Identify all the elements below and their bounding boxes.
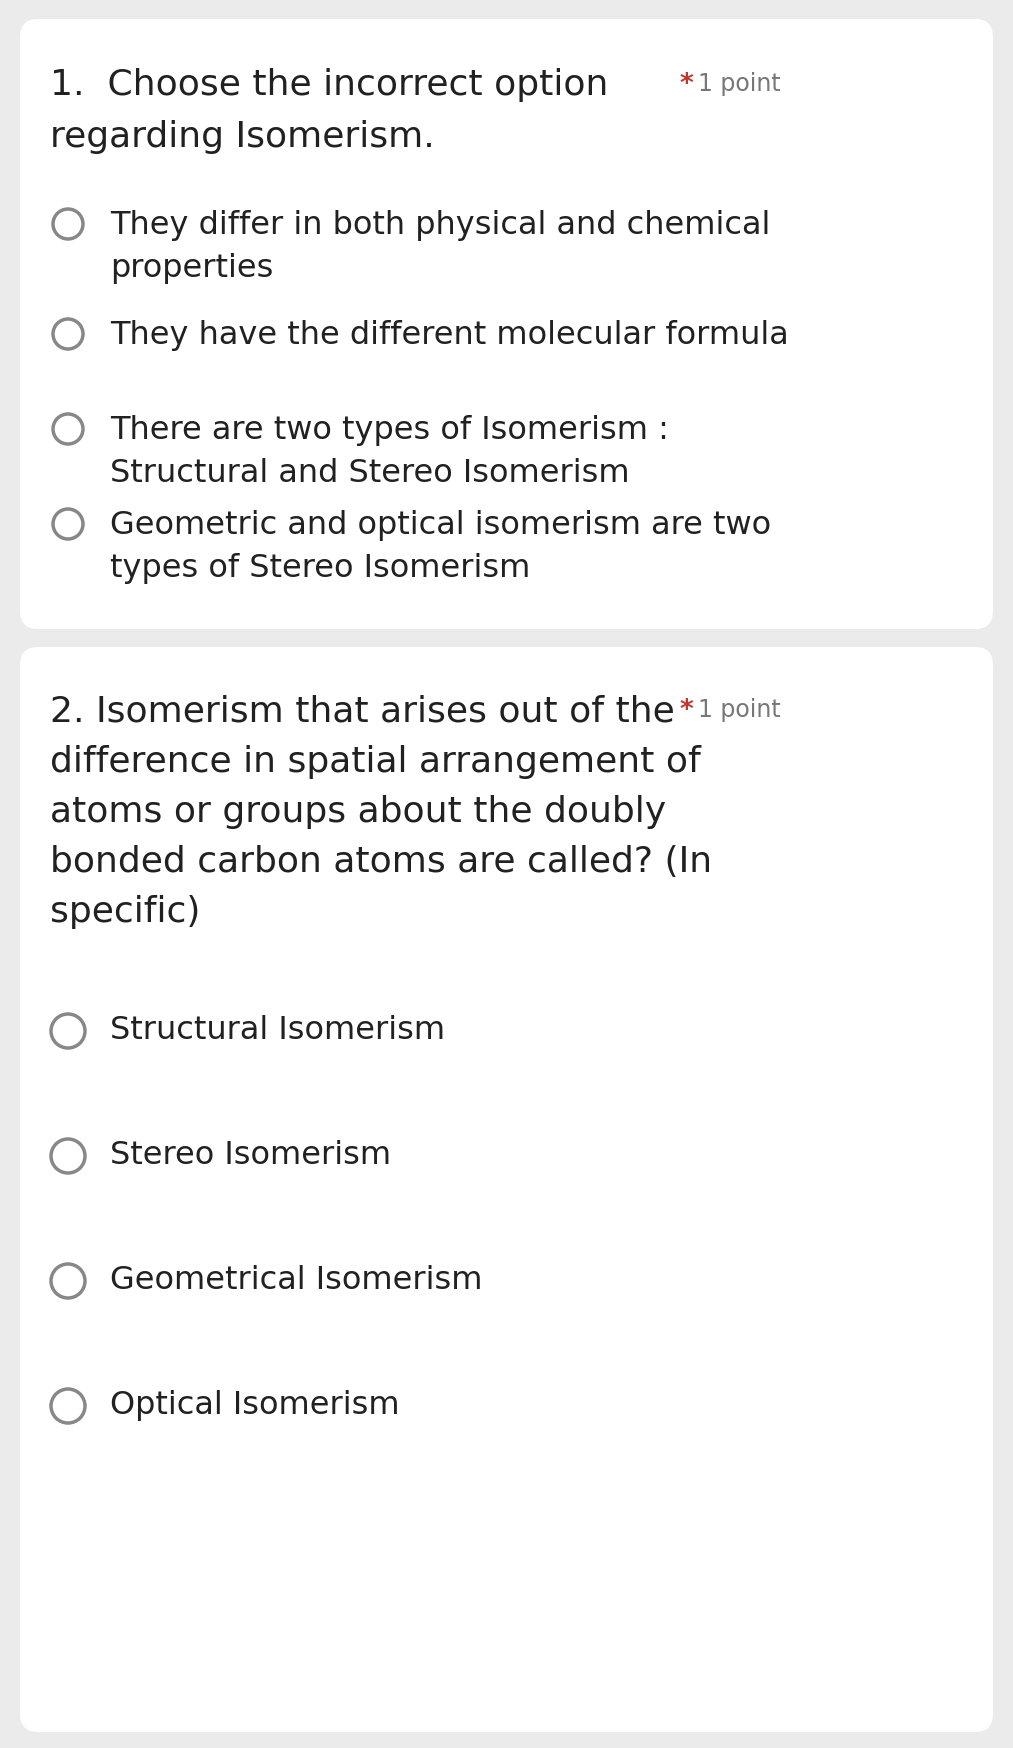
Text: Structural Isomerism: Structural Isomerism [110, 1014, 445, 1045]
Text: 2. Isomerism that arises out of the: 2. Isomerism that arises out of the [50, 694, 675, 729]
Text: There are two types of Isomerism :
Structural and Stereo Isomerism: There are two types of Isomerism : Struc… [110, 414, 669, 489]
Text: regarding Isomerism.: regarding Isomerism. [50, 121, 435, 154]
FancyBboxPatch shape [20, 647, 993, 1732]
Text: difference in spatial arrangement of: difference in spatial arrangement of [50, 745, 701, 778]
FancyBboxPatch shape [20, 19, 993, 629]
Text: 1 point: 1 point [698, 697, 781, 722]
Text: *: * [680, 697, 694, 724]
Text: specific): specific) [50, 895, 201, 928]
Text: bonded carbon atoms are called? (In: bonded carbon atoms are called? (In [50, 844, 712, 879]
Text: Stereo Isomerism: Stereo Isomerism [110, 1140, 391, 1171]
Text: Geometrical Isomerism: Geometrical Isomerism [110, 1264, 482, 1295]
Text: *: * [680, 72, 694, 98]
Text: atoms or groups about the doubly: atoms or groups about the doubly [50, 795, 667, 829]
Text: Optical Isomerism: Optical Isomerism [110, 1390, 399, 1419]
Text: 1.  Choose the incorrect option: 1. Choose the incorrect option [50, 68, 609, 101]
Text: They have the different molecular formula: They have the different molecular formul… [110, 320, 789, 351]
Text: They differ in both physical and chemical
properties: They differ in both physical and chemica… [110, 210, 770, 283]
Text: 1 point: 1 point [698, 72, 781, 96]
Text: Geometric and optical isomerism are two
types of Stereo Isomerism: Geometric and optical isomerism are two … [110, 510, 771, 584]
